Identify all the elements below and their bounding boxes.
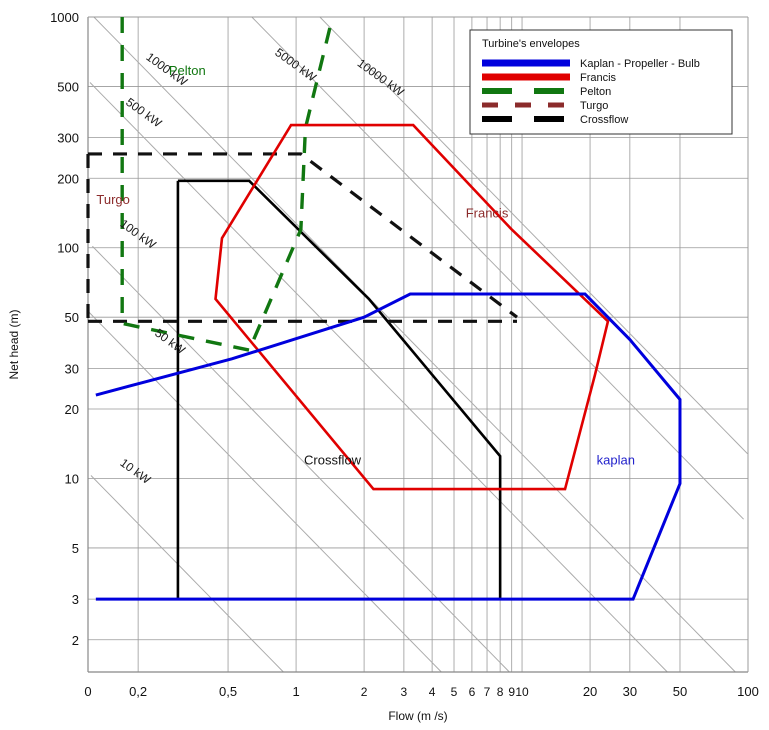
x-axis-tick-label: 3 bbox=[401, 685, 408, 699]
legend-label-4: Crossflow bbox=[580, 114, 628, 126]
region-label-francis: Francis bbox=[466, 206, 509, 221]
legend-label-2: Pelton bbox=[580, 86, 611, 98]
y-axis-tick-label: 100 bbox=[57, 241, 79, 256]
x-axis-tick-label: 20 bbox=[583, 684, 597, 699]
series-pelton bbox=[120, 16, 335, 353]
region-label-turgo: Turgo bbox=[96, 192, 129, 207]
series-kaplan bbox=[95, 292, 682, 601]
x-axis-tick-label: 8 bbox=[497, 685, 504, 699]
power-line-10 bbox=[90, 475, 284, 673]
legend-title: Turbine's envelopes bbox=[482, 38, 580, 50]
y-axis-tick-label: 20 bbox=[65, 402, 79, 417]
legend-label-3: Turgo bbox=[580, 100, 608, 112]
power-line-5000 bbox=[251, 16, 744, 520]
x-axis-tick-label: 2 bbox=[361, 685, 368, 699]
y-axis-tick-label: 1000 bbox=[50, 10, 79, 25]
x-axis-tick-label: 1 bbox=[292, 684, 299, 699]
y-axis-tick-label: 500 bbox=[57, 79, 79, 94]
y-axis-tick-label: 300 bbox=[57, 131, 79, 146]
x-axis-tick-label: 7 bbox=[484, 685, 491, 699]
y-axis-tick-label: 10 bbox=[65, 471, 79, 486]
x-axis-title: Flow (m /s) bbox=[388, 709, 447, 723]
x-axis-tick-label: 6 bbox=[469, 685, 476, 699]
y-axis-tick-label: 5 bbox=[72, 541, 79, 556]
x-axis-tick-label: 0,5 bbox=[219, 684, 237, 699]
x-axis-tick-label: 30 bbox=[623, 684, 637, 699]
legend-label-0: Kaplan - Propeller - Bulb bbox=[580, 58, 700, 70]
x-axis-tick-label: 0,2 bbox=[129, 684, 147, 699]
power-line-100 bbox=[92, 245, 510, 673]
x-axis-tick-label: 5 bbox=[451, 685, 458, 699]
x-axis-tick-label: 9 bbox=[508, 685, 515, 699]
y-axis-tick-label: 3 bbox=[72, 592, 79, 607]
x-axis-tick-label: 10 bbox=[515, 685, 529, 699]
x-axis-tick-label: 50 bbox=[673, 684, 687, 699]
y-axis-title: Net head (m) bbox=[7, 309, 21, 379]
power-line-50 bbox=[88, 311, 442, 673]
x-axis-tick-label: 4 bbox=[429, 685, 436, 699]
power-line-1000 bbox=[93, 16, 736, 673]
y-axis-tick-label: 200 bbox=[57, 171, 79, 186]
y-axis-tick-label: 50 bbox=[65, 310, 79, 325]
legend-label-1: Francis bbox=[580, 72, 617, 84]
region-label-crossflow: Crossflow bbox=[304, 452, 362, 467]
y-axis-tick-label: 2 bbox=[72, 633, 79, 648]
legend-box bbox=[469, 29, 733, 135]
power-line-10000 bbox=[319, 16, 748, 455]
series-francis bbox=[214, 123, 610, 491]
series-turgo-upper bbox=[88, 152, 518, 319]
x-axis-tick-label: 0 bbox=[84, 684, 91, 699]
x-axis-tick-label: 100 bbox=[737, 684, 759, 699]
region-label-pelton: Pelton bbox=[169, 63, 206, 78]
y-axis-tick-label: 30 bbox=[65, 361, 79, 376]
region-label-kaplan: kaplan bbox=[597, 452, 635, 467]
